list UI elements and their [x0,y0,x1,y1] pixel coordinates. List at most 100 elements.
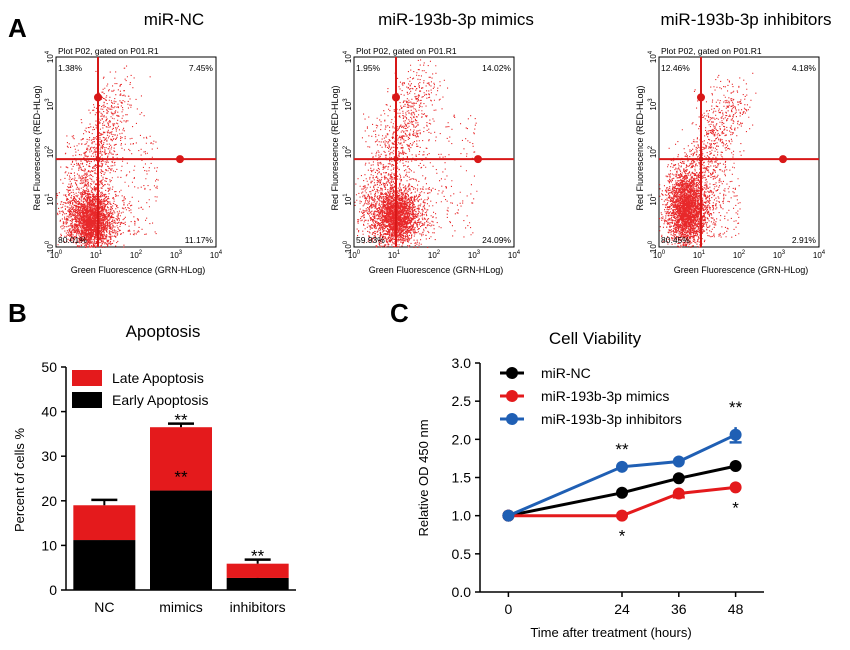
quadrant-top-right: 7.45% [189,63,214,73]
flow-y-tick-label: 103 [343,98,353,111]
flow-y-tick-label: 103 [648,98,658,111]
flow-scatter-dots [354,59,478,249]
flow-y-tick-label: 104 [45,50,55,63]
quadrant-bottom-left: 80.45% [661,235,690,245]
panel-label-b: B [8,298,27,328]
flow-x-axis-label: Green Fluorescence (GRN-HLog) [71,265,206,275]
flow-y-tick-label: 104 [343,50,353,63]
flow-y-tick-label: 103 [45,98,55,111]
flow-x-tick-label: 104 [508,250,521,260]
gate-label: Plot P02, gated on P01.R1 [661,46,762,56]
gate-handle [176,155,184,164]
flow-x-tick-label: 103 [170,250,183,260]
flow-x-tick-label: 102 [428,250,441,260]
line-legend-marker [506,367,518,379]
quadrant-top-left: 1.38% [58,63,83,73]
quadrant-bottom-left: 59.93% [356,235,385,245]
significance-marker: ** [174,411,188,430]
bar-segment [226,563,289,578]
flow-x-tick-label: 102 [733,250,746,260]
flow-x-axis-label: Green Fluorescence (GRN-HLog) [674,265,809,275]
flow-y-tick-label: 100 [343,240,353,253]
gate-handle [392,93,400,102]
panel-label-a: A [8,13,27,43]
line-x-tick-label: 24 [614,601,630,617]
gate-label: Plot P02, gated on P01.R1 [356,46,457,56]
quadrant-bottom-right: 11.17% [185,235,214,245]
quadrant-top-left: 1.95% [356,63,381,73]
significance-marker: ** [251,547,265,566]
bar-segment [226,577,289,590]
bar-y-axis-label: Percent of cells % [12,428,27,532]
line-series [508,485,736,518]
gate-handle [779,155,787,164]
line-data-point [729,460,742,473]
flow-y-tick-label: 100 [45,240,55,253]
gate-handle [698,156,704,162]
line-y-tick-label: 0.5 [452,546,472,562]
bar-x-tick-label: mimics [159,599,203,615]
gate-handle [474,155,482,164]
flow-y-axis-label: Red Fluorescence (RED-HLog) [330,85,340,210]
flow-y-tick-label: 100 [648,240,658,253]
bar-legend-label: Late Apoptosis [112,370,204,386]
flow-y-axis-label: Red Fluorescence (RED-HLog) [635,85,645,210]
gate-handle [393,156,399,162]
line-y-axis-label: Relative OD 450 nm [416,419,431,536]
quadrant-top-left: 12.46% [661,63,690,73]
flow-x-tick-label: 100 [50,250,63,260]
line-y-tick-label: 3.0 [452,355,472,371]
quadrant-top-right: 4.18% [792,63,817,73]
bar-y-tick-label: 20 [41,493,57,509]
bar-chart-title: Apoptosis [126,322,201,341]
quadrant-bottom-left: 80.01% [58,235,87,245]
flow-plot-title: miR-193b-3p inhibitors [660,10,831,29]
apoptosis-bar-chart: Apoptosis Percent of cells % 0 10 20 30 40 50… [12,322,296,615]
line-data-point [672,487,685,500]
line-data-point [616,509,628,522]
line-legend-label: miR-193b-3p inhibitors [541,411,682,427]
flow-x-tick-label: 102 [130,250,143,260]
flow-plot-nc: miR-NC Plot P02, gated on P01.R1 1001001… [32,10,223,275]
significance-marker: ** [251,565,265,584]
quadrant-top-right: 14.02% [482,63,511,73]
bar-y-tick-label: 50 [41,359,57,375]
bar-segment [150,427,212,491]
flow-y-axis-label: Red Fluorescence (RED-HLog) [32,85,42,210]
flow-y-tick-label: 102 [45,145,55,158]
bar-y-tick-label: 40 [41,404,57,420]
bar-segment [73,540,136,590]
flow-scatter-dots [56,65,159,248]
gate-handle [94,93,102,102]
line-x-tick-label: 48 [728,601,744,617]
flow-plot-frame [353,56,515,248]
bar-y-tick-label: 0 [49,582,57,598]
line-data-point [729,428,742,441]
line-data-point [672,455,685,468]
line-data-point [616,486,628,499]
significance-marker: ** [729,398,743,417]
significance-marker: ** [174,468,188,487]
flow-x-tick-label: 101 [388,250,401,260]
flow-plot-frame [55,56,217,248]
line-data-point [672,472,685,485]
line-x-tick-label: 36 [671,601,687,617]
line-y-tick-label: 2.5 [452,393,472,409]
quadrant-bottom-right: 24.09% [482,235,511,245]
gate-label: Plot P02, gated on P01.R1 [58,46,159,56]
flow-x-tick-label: 103 [468,250,481,260]
flow-plot-inhibitors: miR-193b-3p inhibitors Plot P02, gated o… [635,10,832,275]
bar-segment [73,505,136,541]
flow-y-tick-label: 102 [648,145,658,158]
cell-viability-line-chart: Cell Viability Relative OD 450 nm Time a… [416,329,764,640]
flow-x-tick-label: 100 [348,250,361,260]
line-y-tick-label: 0.0 [452,584,472,600]
panel-label-c: C [390,298,409,328]
line-data-point [502,509,515,522]
line-y-tick-label: 1.0 [452,508,472,524]
flow-x-tick-label: 100 [653,250,666,260]
flow-x-tick-label: 104 [210,250,223,260]
